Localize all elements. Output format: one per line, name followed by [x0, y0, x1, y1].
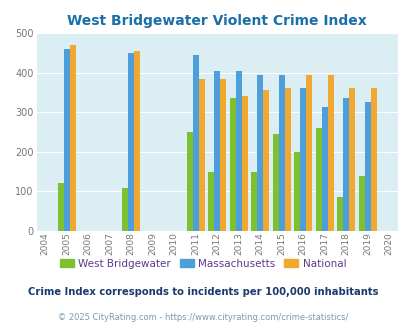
Bar [348, 88, 354, 231]
Bar [294, 152, 299, 231]
Bar [208, 172, 214, 231]
Bar [229, 98, 235, 231]
Bar [214, 71, 220, 231]
Bar [198, 79, 204, 231]
Bar [358, 176, 364, 231]
Bar [192, 55, 198, 231]
Bar [241, 96, 247, 231]
Bar [321, 108, 327, 231]
Bar [327, 75, 333, 231]
Title: West Bridgewater Violent Crime Index: West Bridgewater Violent Crime Index [67, 14, 366, 28]
Bar [364, 102, 370, 231]
Bar [370, 88, 376, 231]
Bar [284, 88, 290, 231]
Bar [251, 172, 257, 231]
Text: Crime Index corresponds to incidents per 100,000 inhabitants: Crime Index corresponds to incidents per… [28, 287, 377, 297]
Bar [70, 45, 75, 231]
Bar [262, 90, 269, 231]
Bar [134, 51, 140, 231]
Bar [122, 188, 128, 231]
Bar [278, 75, 284, 231]
Bar [257, 75, 262, 231]
Bar [58, 183, 64, 231]
Bar [342, 98, 348, 231]
Bar [299, 88, 305, 231]
Bar [337, 197, 342, 231]
Bar [235, 71, 241, 231]
Bar [220, 79, 226, 231]
Text: © 2025 CityRating.com - https://www.cityrating.com/crime-statistics/: © 2025 CityRating.com - https://www.city… [58, 313, 347, 322]
Legend: West Bridgewater, Massachusetts, National: West Bridgewater, Massachusetts, Nationa… [55, 254, 350, 273]
Bar [305, 75, 311, 231]
Bar [128, 53, 134, 231]
Bar [186, 132, 192, 231]
Bar [315, 128, 321, 231]
Bar [272, 134, 278, 231]
Bar [64, 49, 70, 231]
